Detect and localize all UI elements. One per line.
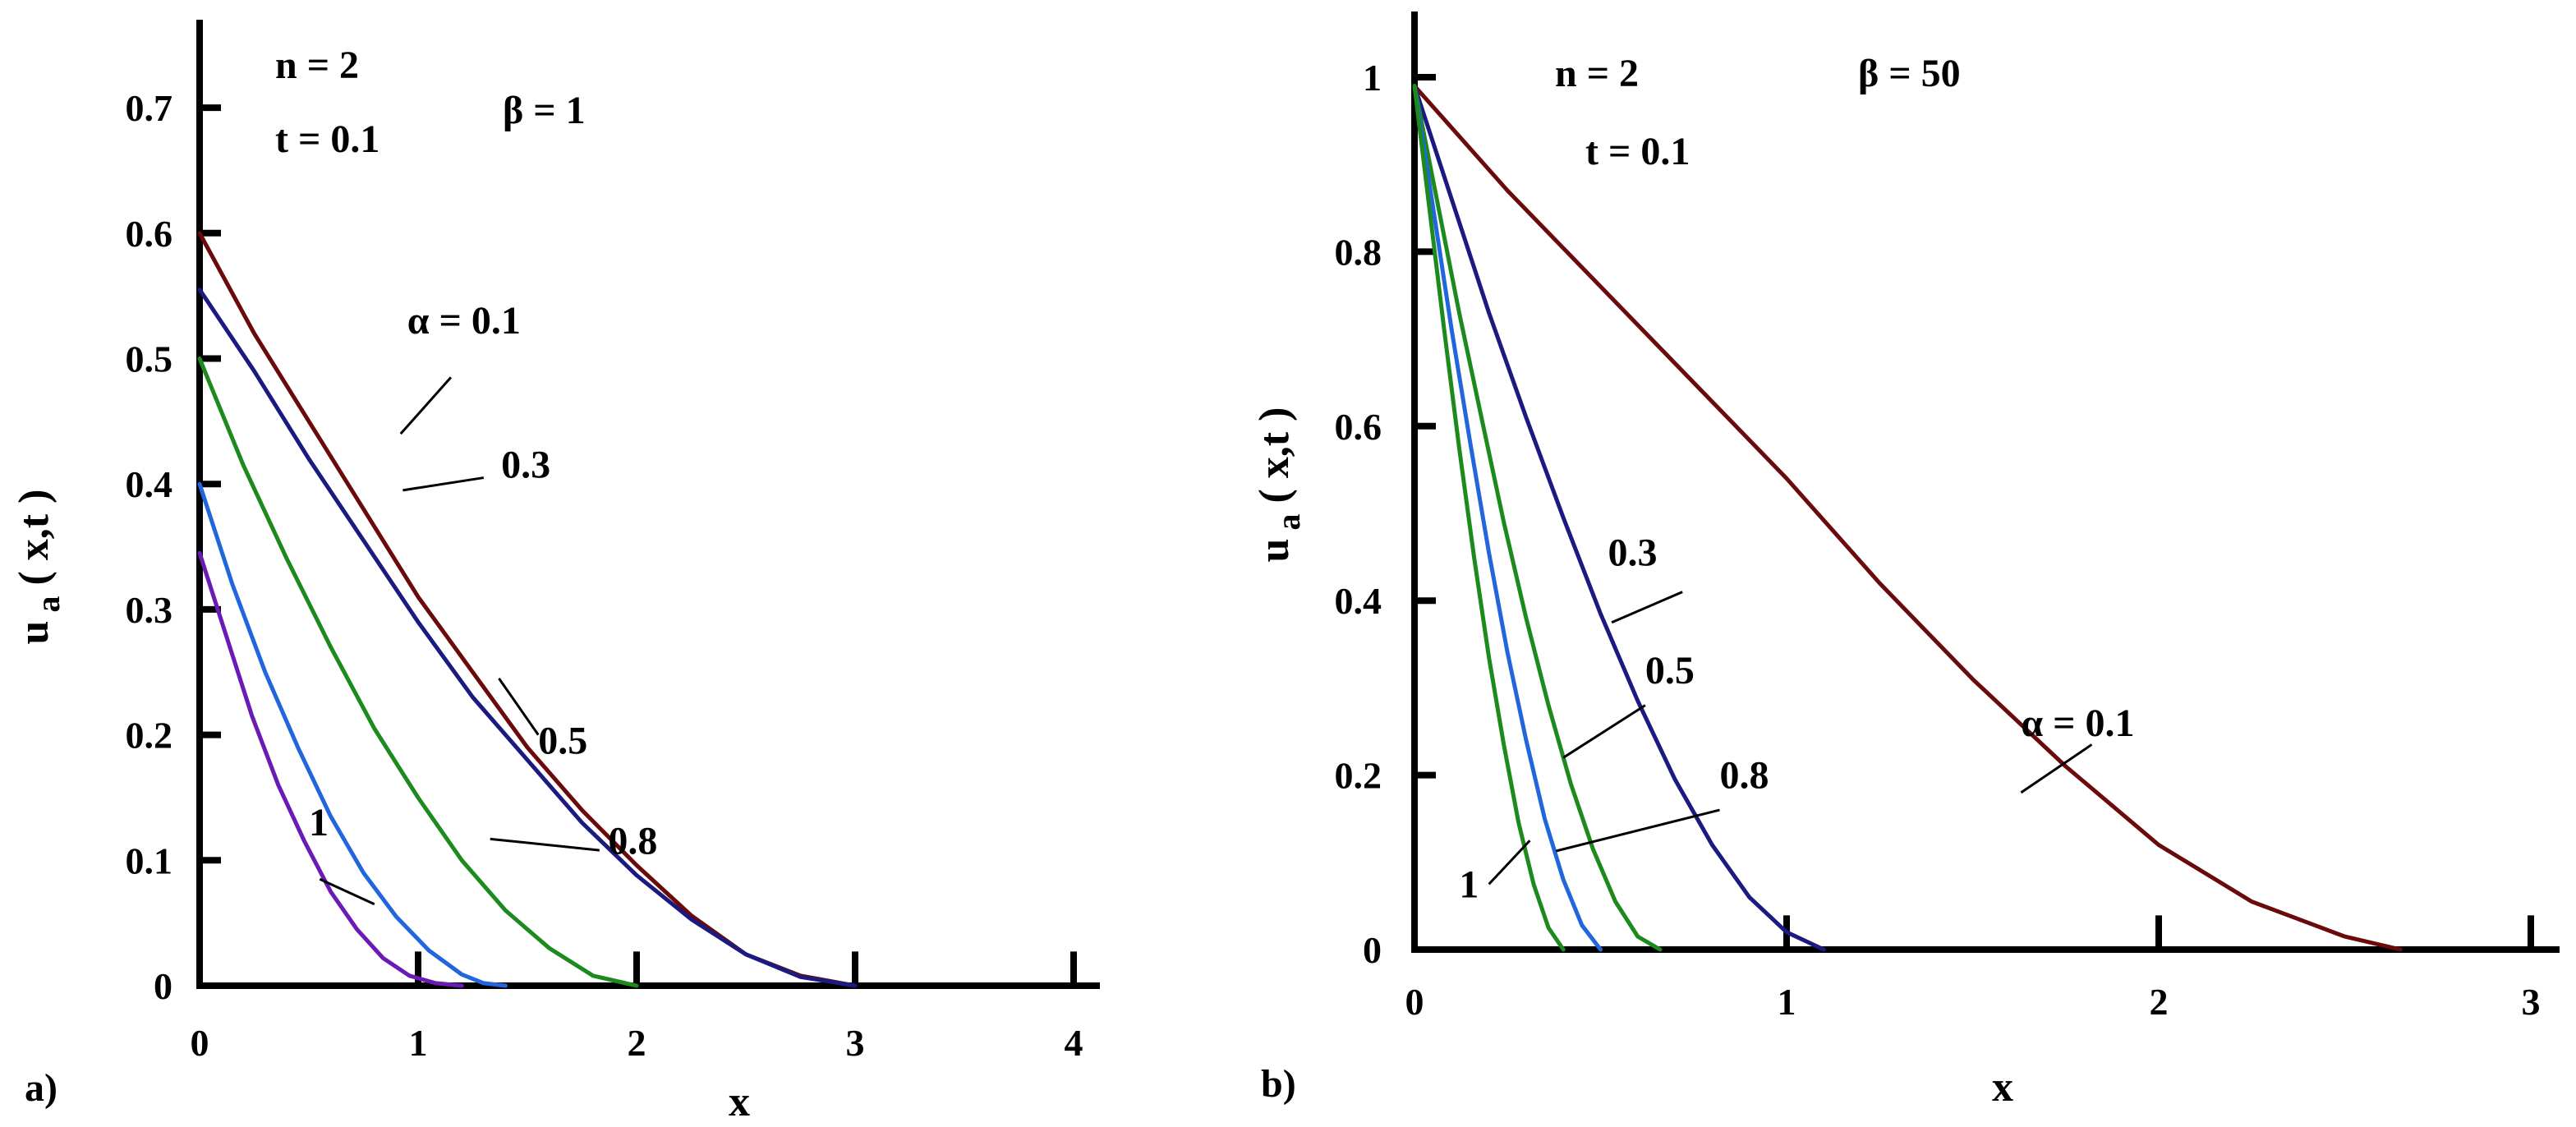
- panel-b-series-line-0: [1412, 84, 2403, 952]
- panel-a-y-tick-label: 0.5: [126, 338, 173, 380]
- panel-b-curve-leader-line: [1611, 591, 1683, 624]
- panel-b-y-tick-label: 0.4: [1335, 580, 1382, 622]
- panel-a-x-tick-label: 0: [191, 1022, 209, 1064]
- panel-a-y-tick-label: 0.1: [126, 840, 173, 881]
- panel-a-series-line-4: [197, 550, 464, 988]
- panel-a-annotation: t = 0.1: [275, 117, 380, 161]
- panel-a-x-tick-label: 3: [846, 1022, 865, 1064]
- panel-a-x-tick-label: 1: [409, 1022, 428, 1064]
- panel-b-curve-leader-line: [2020, 743, 2093, 794]
- panel-b-curve-label: 0.8: [1719, 754, 1769, 798]
- panel-a-x-tick-label: 4: [1065, 1022, 1083, 1064]
- panel-b-annotation: t = 0.1: [1585, 130, 1690, 173]
- panel-a-y-tick-label: 0.7: [126, 87, 173, 129]
- panel-b-curve-leader-line: [1562, 704, 1646, 759]
- panel-b-x-tick-label: 2: [2150, 981, 2169, 1023]
- panel-a-curve-leader-line: [402, 476, 485, 492]
- panel-b-curve-label: 1: [1459, 862, 1479, 906]
- panel-b-y-tick-label: 1: [1363, 57, 1382, 99]
- panel-a-plot: 0 0.1 0.2 0.3 0.4 0.5 0.6 0.7 0 1 2 3 4 α = 0.1 0.3 0.5…: [11, 20, 1100, 1125]
- panel-a-x-axis-title: x: [729, 1079, 750, 1125]
- panel-a-annotation: β = 1: [503, 89, 586, 132]
- panel-b-x-tick-label: 1: [1778, 981, 1796, 1023]
- panel-a-curve-label: 0.3: [501, 444, 550, 487]
- panel-b-x-tick-label: 3: [2522, 981, 2541, 1023]
- panel-a-y-tick-label: 0.2: [126, 715, 173, 757]
- panel-a-curve-leader-line: [399, 376, 453, 435]
- panel-b-series-line-2: [1412, 84, 1663, 952]
- panel-a-y-tick-label: 0.6: [126, 213, 173, 255]
- panel-a-curve-label: 0.5: [538, 720, 587, 763]
- panel-a-curve-leader-line: [490, 837, 600, 852]
- panel-a-series-line-3: [197, 481, 508, 988]
- panel-b-series-line-1: [1412, 84, 1826, 952]
- panel-b-curve-label: α = 0.1: [2021, 702, 2134, 745]
- panel-a-curve-label: α = 0.1: [407, 299, 521, 343]
- panel-b-annotation: β = 50: [1858, 52, 1961, 95]
- panel-a-y-tick-label: 0: [154, 965, 172, 1007]
- panel-a-series-line-2: [197, 356, 639, 988]
- panel-a-series-line-1: [197, 288, 858, 988]
- panel-b-x-axis-title: x: [1992, 1064, 2013, 1111]
- panel-b-series-line-4: [1412, 84, 1566, 952]
- panel-a-label: a): [25, 1066, 58, 1110]
- panel-b-y-axis-title: u a ( x,t ): [1251, 407, 1307, 563]
- panel-b-curve-label: 0.3: [1608, 531, 1658, 575]
- panel-b-series-line-3: [1412, 84, 1603, 952]
- panel-a-curve-label: 0.8: [608, 820, 657, 863]
- panel-b-curve-label: 0.5: [1645, 649, 1695, 692]
- panel-b-y-tick-label: 0: [1363, 929, 1382, 971]
- panel-b-annotation: n = 2: [1555, 52, 1639, 95]
- panel-a-x-tick-label: 2: [628, 1022, 646, 1064]
- panel-b-x-tick-label: 0: [1405, 981, 1424, 1023]
- panel-b-y-tick-label: 0.2: [1335, 755, 1382, 797]
- panel-a-curve-leader-line: [319, 877, 375, 906]
- panel-b-label: b): [1261, 1062, 1296, 1106]
- panel-a-y-tick-label: 0.3: [126, 589, 173, 631]
- panel-b-y-tick-label: 0.8: [1335, 231, 1382, 273]
- panel-a-curve-label: 1: [309, 801, 329, 844]
- panel-b-curve-leader-line: [1488, 840, 1531, 886]
- panel-a-curve-leader-line: [498, 678, 540, 736]
- panel-a-series-line-0: [197, 231, 858, 988]
- panel-a-y-tick-label: 0.4: [126, 463, 173, 505]
- panel-b-y-tick-label: 0.6: [1335, 406, 1382, 448]
- panel-b-plot: 0 0.2 0.4 0.6 0.8 1 0 1 2 3 0.3 0.5 0.8 1 α = 0.1 n = 2…: [1251, 12, 2560, 1111]
- panel-b-curve-leader-line: [1555, 808, 1720, 853]
- panel-a-annotation: n = 2: [275, 44, 359, 87]
- panel-a-y-axis-title: u a ( x,t ): [11, 490, 67, 645]
